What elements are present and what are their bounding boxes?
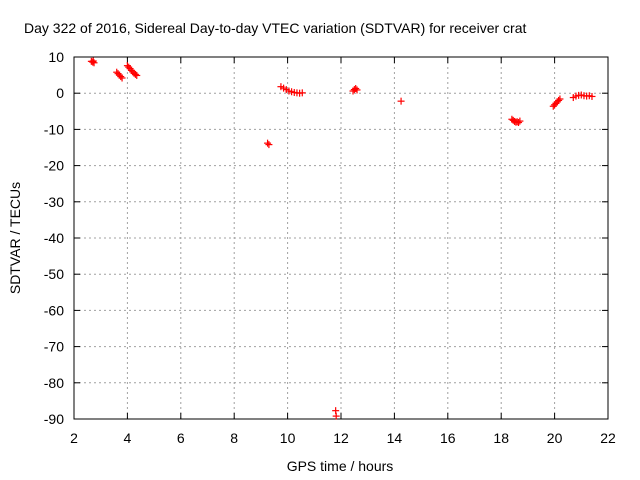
x-axis-label: GPS time / hours [287,458,394,474]
y-tick-label: -40 [44,230,64,246]
data-point [264,139,272,147]
data-point [89,57,97,65]
data-point [397,97,405,105]
y-tick-label: -30 [44,194,64,210]
data-point [588,92,596,100]
x-tick-label: 22 [600,430,616,446]
x-tick-label: 16 [440,430,456,446]
data-point [352,84,360,92]
y-tick-label: -70 [44,339,64,355]
x-tick-label: 18 [493,430,509,446]
grid [74,57,608,419]
x-tick-label: 10 [280,430,296,446]
y-tick-label: 10 [48,49,64,65]
x-tick-label: 8 [230,430,238,446]
tick-labels: 2 4 6 8 10 12 14 16 18 20 22 10 0 -10 -20 -30 -40 -50 -60 -… [44,49,616,446]
x-tick-label: 20 [547,430,563,446]
y-tick-label: -20 [44,158,64,174]
y-tick-label: 0 [56,85,64,101]
data-point [131,70,139,78]
data-points [87,57,596,420]
y-tick-label: -60 [44,302,64,318]
data-point [118,74,126,82]
data-point [265,141,273,149]
y-tick-label: -80 [44,375,64,391]
data-point [332,412,340,420]
data-point [555,96,563,104]
y-tick-label: -90 [44,411,64,427]
data-point [133,71,141,79]
x-tick-label: 4 [124,430,132,446]
x-tick-label: 12 [333,430,349,446]
data-point [515,119,523,127]
y-tick-label: -10 [44,121,64,137]
x-tick-label: 2 [70,430,78,446]
data-point [556,95,564,103]
chart-title: Day 322 of 2016, Sidereal Day-to-day VTE… [24,20,526,36]
y-tick-label: -50 [44,266,64,282]
data-point [516,117,524,125]
data-point [117,73,125,81]
y-axis-label: SDTVAR / TECUs [7,182,23,294]
axis-ticks [73,56,609,420]
data-point [353,86,361,94]
x-tick-label: 14 [387,430,403,446]
data-point [298,89,306,97]
x-tick-label: 6 [177,430,185,446]
